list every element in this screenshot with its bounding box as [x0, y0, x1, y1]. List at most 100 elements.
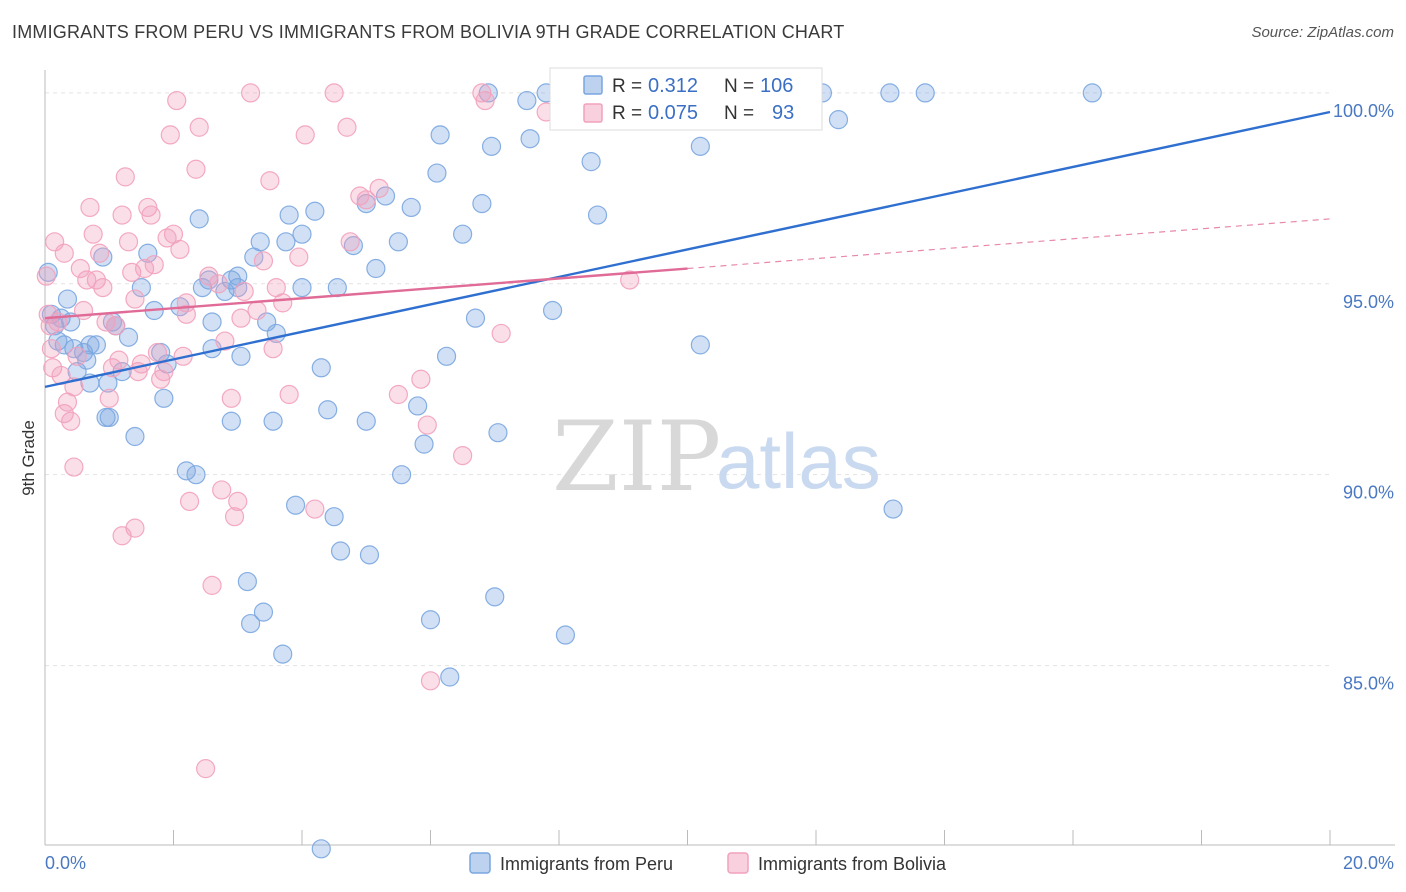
- peru-point: [215, 281, 235, 302]
- bolivia-point: [189, 117, 209, 137]
- peru-point: [241, 613, 261, 634]
- bolivia-point: [147, 342, 168, 363]
- bolivia-point: [279, 384, 299, 405]
- axes: [44, 70, 1395, 846]
- peru-point: [186, 465, 206, 485]
- bolivia-point: [80, 197, 100, 218]
- bolivia-point: [475, 90, 495, 111]
- bolivia-point: [234, 281, 254, 302]
- peru-point: [581, 152, 601, 172]
- bolivia-point: [179, 491, 200, 512]
- bolivia-point: [45, 232, 65, 252]
- peru-point: [138, 243, 158, 263]
- peru-point: [311, 839, 331, 859]
- watermark-zip: ZIP: [552, 401, 721, 513]
- bolivia-point: [106, 316, 126, 336]
- peru-point: [253, 602, 274, 622]
- peru-point: [330, 541, 351, 561]
- peru-point: [202, 312, 222, 332]
- peru-point: [273, 644, 293, 664]
- peru-point: [237, 571, 257, 592]
- legend-swatch-peru: [583, 75, 603, 95]
- bolivia-point: [340, 232, 360, 252]
- bolivia-point: [170, 239, 190, 260]
- legend-r-value-bolivia: 0.075: [648, 102, 698, 124]
- grid-lines: [45, 92, 1330, 667]
- bottom-legend-swatch-peru: [469, 852, 491, 874]
- peru-point: [453, 224, 473, 244]
- peru-point: [915, 83, 935, 103]
- peru-point: [57, 289, 78, 309]
- peru-point: [86, 335, 107, 355]
- peru-point: [408, 396, 428, 416]
- bolivia-point: [620, 270, 640, 290]
- bolivia-point: [99, 388, 119, 408]
- peru-point: [391, 465, 412, 485]
- bolivia-point: [231, 308, 251, 328]
- peru-point: [542, 300, 563, 321]
- peru-point: [880, 83, 900, 103]
- bolivia-point: [266, 278, 286, 298]
- bolivia-point: [196, 759, 216, 779]
- bolivia-point: [289, 247, 309, 267]
- legend-r-value-peru: 0.312: [648, 75, 698, 97]
- watermark-atlas: atlas: [716, 417, 881, 505]
- peru-point: [131, 278, 151, 298]
- bolivia-point: [154, 362, 174, 382]
- peru-point: [292, 278, 312, 298]
- bolivia-point: [134, 258, 155, 279]
- bolivia-point: [186, 159, 206, 179]
- bolivia-point: [356, 190, 376, 210]
- peru-point: [263, 411, 283, 431]
- legend-n-value-peru: 106: [760, 75, 793, 97]
- source-label: Source: ZipAtlas.com: [1251, 24, 1394, 41]
- trend-line-bolivia-extrapolated: [687, 218, 1331, 270]
- peru-point: [99, 407, 119, 428]
- peru-point: [690, 335, 710, 355]
- bolivia-point: [417, 415, 437, 435]
- bolivia-point: [324, 83, 344, 103]
- peru-point: [690, 136, 710, 156]
- peru-point: [587, 205, 608, 225]
- peru-point: [80, 335, 100, 355]
- peru-point: [388, 232, 408, 252]
- peru-point: [465, 308, 486, 328]
- bolivia-point: [369, 178, 389, 198]
- peru-point: [828, 110, 849, 130]
- bolivia-point: [115, 167, 135, 187]
- legend-n-label-peru: N =: [724, 76, 754, 97]
- peru-point: [488, 423, 508, 443]
- trend-line-bolivia: [44, 267, 688, 320]
- peru-point: [1082, 83, 1102, 103]
- legend-r-label-bolivia: R =: [612, 103, 642, 124]
- peru-point: [250, 232, 270, 252]
- chart-title: IMMIGRANTS FROM PERU VS IMMIGRANTS FROM …: [12, 22, 845, 42]
- peru-point: [366, 258, 386, 279]
- peru-point: [279, 205, 299, 225]
- bolivia-point: [83, 224, 103, 244]
- bolivia-point: [125, 289, 145, 309]
- bolivia-point: [228, 491, 248, 512]
- peru-point: [356, 411, 376, 431]
- bolivia-point: [141, 205, 161, 225]
- peru-point: [77, 350, 97, 370]
- bolivia-point: [64, 457, 84, 477]
- peru-point: [436, 346, 457, 366]
- watermark: ZIP atlas: [552, 401, 881, 513]
- bolivia-point: [420, 671, 441, 691]
- bolivia-point: [337, 117, 357, 137]
- peru-point: [176, 461, 196, 481]
- peru-point: [883, 499, 903, 519]
- bolivia-point: [215, 331, 235, 351]
- y-tick-label: 85.0%: [1343, 674, 1394, 694]
- peru-point: [292, 224, 312, 244]
- peru-point: [420, 610, 441, 630]
- peru-point: [305, 201, 325, 221]
- bottom-legend-label-peru: Immigrants from Peru: [500, 854, 673, 874]
- peru-point: [311, 358, 331, 378]
- peru-point: [359, 545, 380, 565]
- bolivia-point: [160, 125, 180, 145]
- bolivia-point: [144, 255, 164, 275]
- legend-r-label-peru: R =: [612, 76, 642, 97]
- peru-point: [481, 136, 502, 156]
